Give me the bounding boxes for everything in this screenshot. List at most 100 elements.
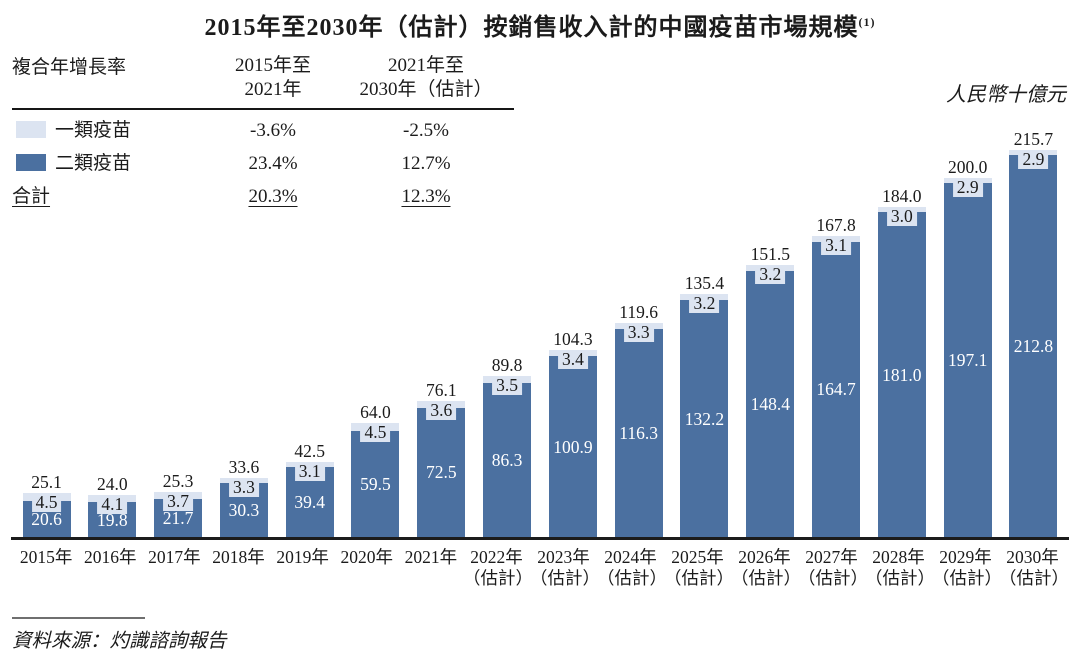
bar-group-2024年: 119.6 116.3 3.3 [606, 302, 671, 538]
class1-value-label: 3.7 [163, 492, 194, 512]
x-axis-label-2021年: 2021年 [404, 547, 458, 567]
bar-group-2027年: 167.8 164.7 3.1 [804, 215, 869, 538]
class2-segment: 116.3 [614, 328, 663, 538]
bar-group-2015年: 25.1 20.6 4.5 [14, 472, 79, 538]
x-axis-label-2015年: 2015年 [19, 547, 73, 567]
bar-group-2021年: 76.1 72.5 3.6 [409, 380, 474, 538]
class1-value-label: 3.1 [821, 235, 851, 255]
x-axis-line [11, 537, 1069, 540]
class1-swatch-icon [16, 121, 46, 138]
class1-cagr-2015-2021: -3.6% [250, 120, 296, 141]
total-value-label: 151.5 [750, 244, 790, 265]
total-row-label: 合計 [12, 186, 51, 207]
class2-segment: 132.2 [680, 300, 729, 538]
x-axis-label-2030年: 2030年 （估計） [998, 547, 1069, 588]
total-value-label: 42.5 [294, 440, 325, 461]
estimate-note: （估計） [931, 568, 1002, 588]
total-value-label: 25.1 [31, 471, 62, 492]
bar-group-2025年: 135.4 132.2 3.2 [672, 273, 737, 538]
class1-value-label: 3.2 [689, 294, 720, 314]
stacked-bar: 86.3 3.5 [483, 376, 532, 538]
stacked-bar: 212.8 2.9 [1009, 149, 1058, 538]
class1-value-label: 4.5 [31, 492, 62, 512]
total-value-label: 184.0 [882, 185, 922, 206]
class1-value-label: 3.1 [294, 461, 325, 481]
x-axis-label-2020年: 2020年 [340, 547, 394, 567]
estimate-note: （估計） [998, 568, 1069, 588]
x-axis-label-2023年: 2023年 （估計） [529, 547, 600, 588]
estimate-note: （估計） [797, 568, 868, 588]
stacked-bar: 132.2 3.2 [680, 294, 729, 538]
stacked-bar: 100.9 3.4 [548, 350, 597, 538]
legend-row-class1: 一類疫苗 -3.6% -2.5% [12, 119, 514, 143]
x-axis-label-2019年: 2019年 [276, 547, 329, 567]
class2-swatch-icon [16, 154, 46, 171]
class1-value-label: 4.1 [97, 495, 128, 514]
stacked-bar: 197.1 2.9 [943, 178, 992, 538]
stacked-bar: 21.7 3.7 [154, 492, 203, 538]
cagr-metric-label: 複合年增長率 [12, 57, 127, 78]
x-axis-label-2018年: 2018年 [212, 547, 265, 567]
class2-segment: 21.7 [154, 498, 203, 538]
stacked-bar: 116.3 3.3 [614, 322, 663, 538]
cagr-period2-header: 2021年至 2030年（估計） [359, 55, 493, 100]
class2-value-label: 39.4 [294, 492, 325, 513]
estimate-note: （估計） [730, 568, 801, 588]
class1-value-label: 2.9 [952, 178, 983, 198]
stacked-bar: 164.7 3.1 [812, 235, 861, 538]
x-axis-label-2024年: 2024年 （估計） [596, 547, 667, 588]
class1-value-label: 4.5 [360, 422, 391, 442]
y-axis-unit-label: 人民幣十億元 [946, 84, 1066, 106]
class1-value-label: 2.9 [1018, 149, 1049, 169]
class2-segment: 181.0 [877, 212, 926, 538]
bar-group-2030年: 215.7 212.8 2.9 [1001, 129, 1066, 538]
class1-value-label: 3.4 [557, 350, 588, 370]
total-value-label: 119.6 [619, 301, 659, 322]
class1-value-label: 3.0 [886, 206, 917, 226]
x-axis-label-2022年: 2022年 （估計） [462, 547, 533, 588]
chart-title-footnote-marker: (1) [858, 15, 876, 29]
class2-segment: 86.3 [483, 382, 532, 538]
class1-value-label: 3.2 [755, 265, 786, 285]
stacked-bar: 20.6 4.5 [22, 492, 71, 538]
class2-segment: 212.8 [1009, 154, 1058, 538]
bar-group-2018年: 33.6 30.3 3.3 [211, 457, 276, 538]
legend-row-total: 合計 20.3% 12.3% [12, 185, 514, 209]
total-value-label: 215.7 [1013, 128, 1054, 149]
class2-segment: 72.5 [417, 407, 466, 538]
x-axis-labels: 2015年 2016年 2017年 2018年 2019年 2020年 2021年 2022年… [14, 547, 1069, 589]
source-divider-line [12, 617, 145, 619]
cagr-period1-header: 2015年至 2021年 [234, 55, 311, 100]
source-text: 資料來源：灼識諮詢報告 [12, 631, 227, 652]
x-axis-label-2028年: 2028年 （估計） [864, 547, 935, 588]
class2-value-label: 116.3 [619, 422, 659, 443]
chart-title-text: 2015年至2030年（估計）按銷售收入計的中國疫苗市場規模 [204, 15, 859, 41]
bars-container: 25.1 20.6 4.5 24.0 19.8 4.1 25.3 21.7 3.7 33.6 30.… [14, 129, 1066, 538]
class2-value-label: 164.7 [816, 379, 856, 400]
total-cagr-2015-2021: 20.3% [248, 186, 298, 207]
class2-value-label: 181.0 [882, 364, 922, 385]
class2-segment: 100.9 [548, 356, 597, 538]
estimate-note: （估計） [529, 568, 600, 588]
total-value-label: 104.3 [553, 329, 593, 350]
total-value-label: 135.4 [684, 273, 725, 294]
x-axis-label-2016年: 2016年 [83, 547, 137, 567]
class1-label: 一類疫苗 [55, 120, 132, 141]
estimate-note: （估計） [462, 568, 533, 588]
total-value-label: 89.8 [491, 355, 523, 376]
class2-segment: 164.7 [812, 241, 861, 538]
class2-value-label: 72.5 [425, 462, 457, 483]
class2-segment: 197.1 [943, 183, 992, 538]
stacked-bar: 59.5 4.5 [351, 422, 400, 538]
cagr-legend-table: 複合年增長率 2015年至 2021年 2021年至 2030年（估計） 一類疫… [12, 54, 514, 209]
bar-group-2017年: 25.3 21.7 3.7 [146, 471, 211, 538]
class2-value-label: 59.5 [360, 473, 391, 494]
class2-cagr-2015-2021: 23.4% [248, 153, 298, 174]
class1-value-label: 3.5 [492, 376, 523, 396]
legend-row-class2: 二類疫苗 23.4% 12.7% [12, 152, 514, 176]
class2-value-label: 86.3 [491, 449, 523, 470]
estimate-note: （估計） [663, 568, 734, 588]
class2-value-label: 132.2 [684, 408, 725, 429]
estimate-note: （估計） [864, 568, 935, 588]
